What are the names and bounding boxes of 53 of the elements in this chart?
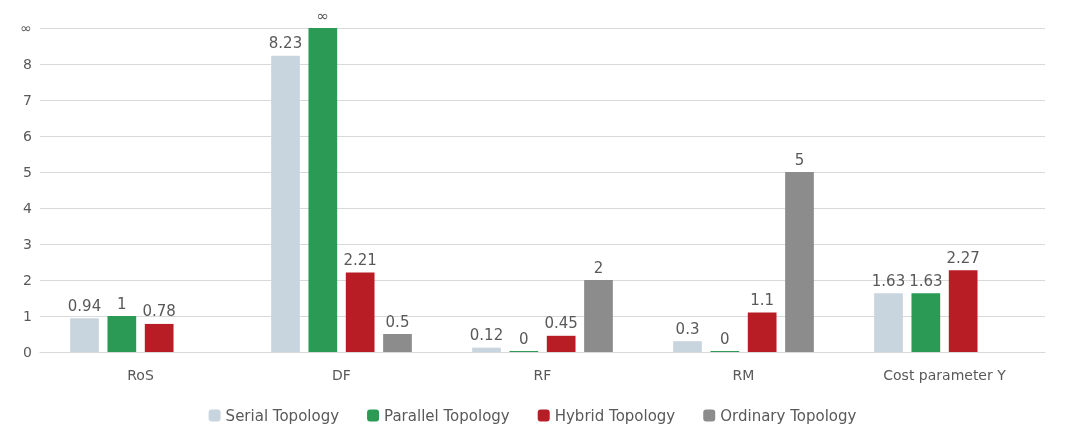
bar	[584, 280, 613, 352]
bar	[345, 272, 375, 352]
bar	[271, 55, 300, 352]
data-label: 0	[720, 329, 730, 348]
legend-label: Serial Topology	[225, 406, 340, 425]
data-label: 0.12	[469, 326, 504, 345]
legend-label: Ordinary Topology	[720, 406, 857, 425]
data-label: 0.45	[544, 314, 578, 333]
data-label: ∞	[316, 6, 330, 25]
y-tick-label: 2	[23, 272, 32, 288]
bar	[673, 341, 702, 352]
data-label: 1.63	[909, 271, 943, 290]
data-label: 5	[794, 150, 805, 169]
data-label: 0.94	[67, 296, 102, 315]
bar	[911, 293, 941, 352]
bar	[472, 347, 501, 352]
legend-label: Hybrid Topology	[554, 406, 676, 425]
data-label: 1.63	[871, 271, 906, 290]
data-label: 0.78	[142, 302, 176, 321]
bar	[107, 316, 137, 352]
bar	[785, 172, 814, 352]
bar	[308, 28, 338, 352]
y-tick-label: 7	[23, 92, 32, 108]
y-tick-label: 4	[23, 200, 33, 216]
data-label: 0.5	[385, 312, 410, 331]
data-label: 2	[593, 258, 604, 277]
data-label: 1	[117, 294, 127, 313]
y-tick-label: ∞	[20, 20, 32, 36]
data-label: 1.1	[750, 290, 775, 309]
y-tick-label: 8	[23, 56, 32, 72]
y-tick-label: 1	[23, 308, 32, 324]
data-label: 2.21	[343, 250, 377, 269]
bar	[948, 270, 978, 352]
y-tick-label: 0	[23, 344, 32, 360]
bar	[70, 318, 99, 352]
data-label: 8.23	[268, 34, 303, 53]
x-tick-label: DF	[332, 367, 351, 383]
x-tick-label: RoS	[127, 367, 154, 383]
y-tick-label: 3	[23, 236, 32, 252]
x-tick-label: Cost parameter Y	[883, 367, 1007, 383]
y-tick-label: 5	[23, 164, 32, 180]
bar	[144, 323, 174, 352]
y-tick-label: 6	[23, 128, 33, 144]
bar	[383, 334, 412, 352]
x-tick-label: RM	[732, 367, 755, 383]
x-tick-label: RF	[533, 367, 552, 383]
bar	[546, 335, 576, 352]
bar	[874, 293, 903, 352]
data-label: 0.3	[675, 319, 700, 338]
data-label: 0	[519, 329, 529, 348]
legend-label: Parallel Topology	[384, 406, 510, 425]
bar	[747, 312, 777, 352]
data-label: 2.27	[946, 248, 980, 267]
